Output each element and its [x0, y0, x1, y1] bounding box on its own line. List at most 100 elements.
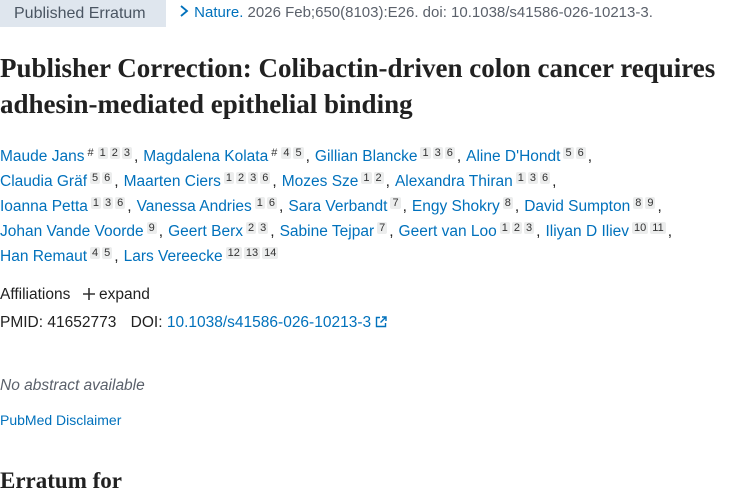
- author: David Sumpton 8 9: [524, 197, 667, 215]
- affiliation-ref[interactable]: 9: [146, 222, 157, 234]
- affiliation-ref[interactable]: 3: [103, 197, 114, 209]
- affiliation-ref[interactable]: 6: [102, 172, 113, 184]
- author-line: Johan Vande Voorde9Geert Berx23Sabine Te…: [0, 219, 750, 244]
- author-name[interactable]: Magdalena Kolata: [143, 148, 269, 165]
- affiliation-ref[interactable]: 7: [377, 222, 388, 234]
- author-name[interactable]: Han Remaut: [0, 248, 88, 265]
- affiliation-ref[interactable]: 3: [248, 172, 259, 184]
- author-name[interactable]: Ioanna Petta: [0, 198, 88, 215]
- author: Geert Berx 2 3: [168, 222, 280, 240]
- affiliation-ref[interactable]: 6: [260, 172, 271, 184]
- expand-toggle[interactable]: expand: [82, 286, 150, 303]
- doi-link[interactable]: 10.1038/s41586-026-10213-3: [166, 314, 372, 331]
- author-name[interactable]: Geert van Loo: [398, 223, 497, 240]
- affiliation-ref[interactable]: 2: [109, 147, 120, 159]
- author-name[interactable]: Lars Vereecke: [123, 248, 223, 265]
- affiliation-ref[interactable]: 5: [293, 147, 304, 159]
- author-name[interactable]: Sabine Tejpar: [279, 223, 375, 240]
- author: Aline D'Hondt 5 6: [466, 147, 597, 165]
- affiliation-ref[interactable]: 1: [90, 197, 102, 209]
- affiliation-ref[interactable]: 6: [266, 197, 278, 209]
- affiliation-ref[interactable]: 11: [650, 222, 666, 234]
- affiliation-ref[interactable]: 3: [121, 147, 132, 159]
- affiliation-ref[interactable]: 5: [563, 147, 574, 159]
- journal-link[interactable]: Nature.: [194, 4, 244, 21]
- affiliation-ref[interactable]: 3: [524, 222, 535, 234]
- affiliation-ref[interactable]: 1: [499, 222, 510, 234]
- affiliation-ref[interactable]: 8: [633, 197, 644, 209]
- author-name[interactable]: Claudia Gräf: [0, 173, 88, 190]
- affiliation-ref[interactable]: 3: [432, 147, 443, 159]
- affiliation-ref[interactable]: 1: [420, 147, 431, 159]
- affiliation-ref[interactable]: 2: [511, 222, 523, 234]
- affiliation-ref[interactable]: 1: [515, 172, 526, 184]
- external-icon: [376, 316, 388, 328]
- affiliation-ref[interactable]: 10: [632, 222, 649, 234]
- expand-text: expand: [99, 286, 150, 303]
- author-name[interactable]: Johan Vande Voorde: [0, 223, 144, 240]
- affiliation-ref[interactable]: 6: [115, 197, 126, 209]
- affiliation-ref[interactable]: 6: [444, 147, 455, 159]
- affiliation-ref[interactable]: 1: [361, 172, 372, 184]
- author-name[interactable]: Gillian Blancke: [314, 148, 418, 165]
- affiliation-ref[interactable]: 1: [254, 197, 265, 209]
- author: Maude Jans #1 2 3: [0, 147, 143, 165]
- affiliation-ref[interactable]: 4: [90, 247, 101, 259]
- author-name[interactable]: Alexandra Thiran: [394, 173, 513, 190]
- author: Gillian Blancke 1 3 6: [314, 147, 466, 165]
- affiliation-ref[interactable]: 12: [225, 247, 242, 259]
- affiliation-ref[interactable]: 6: [539, 172, 551, 184]
- author: Iliyan D Iliev 10 11: [545, 222, 677, 240]
- author: Alexandra Thiran 1 3 6: [394, 172, 561, 190]
- author-name[interactable]: Sara Verbandt: [288, 198, 388, 215]
- affiliation-ref[interactable]: 1: [97, 147, 108, 159]
- ids-row: PMID: 41652773 DOI: 10.1038/s41586-026-1…: [0, 313, 388, 333]
- affiliation-ref[interactable]: 2: [373, 172, 384, 184]
- affiliation-refs: 7: [377, 222, 389, 235]
- author-name[interactable]: Aline D'Hondt: [466, 148, 561, 165]
- equal-marker: #: [271, 147, 278, 159]
- chevron: [180, 5, 189, 17]
- author: Ioanna Petta 1 3 6: [0, 197, 137, 215]
- author: Maarten Ciers 1 2 3 6: [123, 172, 282, 190]
- author-name[interactable]: Maarten Ciers: [123, 173, 221, 190]
- affiliation-ref[interactable]: 5: [102, 247, 113, 259]
- author-name[interactable]: Engy Shokry: [411, 198, 500, 215]
- affiliation-ref[interactable]: 14: [262, 247, 279, 259]
- disclaimer-link[interactable]: PubMed Disclaimer: [0, 412, 122, 428]
- authors-list: Maude Jans#123Magdalena Kolata#45Gillian…: [0, 144, 750, 269]
- equal-marker: #: [87, 147, 94, 159]
- affiliation-ref[interactable]: 13: [243, 247, 261, 259]
- affiliation-ref[interactable]: 8: [502, 197, 513, 209]
- affiliation-ref[interactable]: 6: [575, 147, 586, 159]
- author-name[interactable]: Mozes Sze: [281, 173, 359, 190]
- author-name[interactable]: Geert Berx: [168, 223, 244, 240]
- pmid-label: PMID:: [0, 314, 44, 331]
- affiliation-refs: #4 5: [271, 147, 305, 160]
- author-name[interactable]: Iliyan D Iliev: [545, 223, 630, 240]
- abstract-note: No abstract available: [0, 377, 145, 394]
- affiliations-row: Affiliations expand: [0, 285, 150, 305]
- affiliation-ref[interactable]: 9: [645, 197, 656, 209]
- author: Mozes Sze 1 2: [281, 172, 395, 190]
- affiliation-ref[interactable]: 4: [281, 147, 292, 159]
- author-name[interactable]: Maude Jans: [0, 148, 85, 165]
- citation-text: 2026 Feb;650(8103):E26. doi: 10.1038/s41…: [247, 4, 653, 21]
- author-name[interactable]: Vanessa Andries: [136, 198, 252, 215]
- author-name[interactable]: David Sumpton: [524, 198, 631, 215]
- affiliation-ref[interactable]: 5: [90, 172, 101, 184]
- affiliation-ref[interactable]: 3: [527, 172, 538, 184]
- author: Han Remaut 4 5: [0, 247, 124, 265]
- affiliation-ref[interactable]: 3: [258, 222, 269, 234]
- affiliation-ref[interactable]: 2: [236, 172, 247, 184]
- affiliation-ref[interactable]: 2: [246, 222, 257, 234]
- affiliation-refs: 12 13 14: [225, 247, 281, 260]
- affiliation-ref[interactable]: 1: [223, 172, 235, 184]
- affiliation-ref[interactable]: 7: [390, 197, 401, 209]
